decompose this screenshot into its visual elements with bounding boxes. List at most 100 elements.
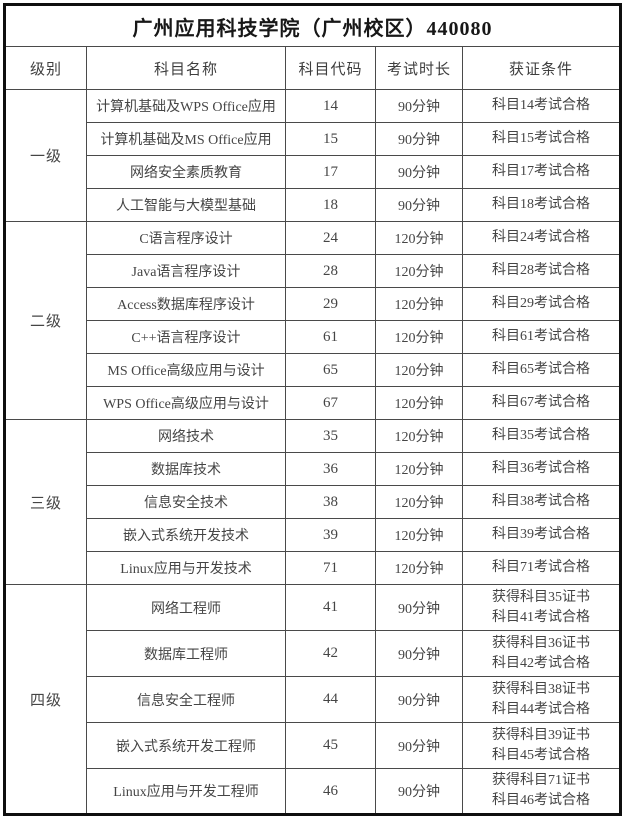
cert-cell: 科目14考试合格 [461, 89, 622, 123]
duration-cell: 90分钟 [375, 768, 463, 815]
duration-cell: 120分钟 [375, 287, 463, 321]
cert-cell: 获得科目39证书 科目45考试合格 [461, 722, 622, 769]
subject-name-cell: 嵌入式系统开发工程师 [86, 722, 286, 769]
cert-cell: 获得科目36证书 科目42考试合格 [461, 630, 622, 677]
table-row: 计算机基础及MS Office应用 15 90分钟 科目15考试合格 [5, 122, 622, 156]
subject-name-cell: 信息安全工程师 [86, 676, 286, 723]
page-title: 广州应用科技学院（广州校区）440080 [3, 4, 622, 47]
subject-code-cell: 28 [285, 254, 376, 288]
cert-cell: 科目35考试合格 [461, 419, 622, 453]
level-cell-4: 四级 [4, 584, 87, 815]
subject-code-cell: 41 [285, 584, 376, 631]
exam-subjects-table: 广州应用科技学院（广州校区）440080 级别 科目名称 科目代码 考试时长 获… [3, 3, 623, 816]
subject-code-cell: 18 [285, 188, 376, 222]
cert-cell: 科目18考试合格 [461, 188, 622, 222]
table-row: Linux应用与开发工程师 46 90分钟 获得科目71证书 科目46考试合格 [5, 768, 622, 815]
subject-name-cell: C++语言程序设计 [86, 320, 286, 354]
col-header-level: 级别 [4, 46, 87, 90]
subject-code-cell: 65 [285, 353, 376, 387]
table-row: 信息安全技术 38 120分钟 科目38考试合格 [5, 485, 622, 519]
duration-cell: 120分钟 [375, 386, 463, 420]
table-row: 数据库工程师 42 90分钟 获得科目36证书 科目42考试合格 [5, 630, 622, 677]
col-header-cert-condition: 获证条件 [461, 46, 622, 90]
table-row: 人工智能与大模型基础 18 90分钟 科目18考试合格 [5, 188, 622, 222]
subject-name-cell: 数据库工程师 [86, 630, 286, 677]
subject-code-cell: 61 [285, 320, 376, 354]
subject-code-cell: 38 [285, 485, 376, 519]
duration-cell: 90分钟 [375, 630, 463, 677]
subject-name-cell: C语言程序设计 [86, 221, 286, 255]
subject-name-cell: 嵌入式系统开发技术 [86, 518, 286, 552]
cert-cell: 科目67考试合格 [461, 386, 622, 420]
subject-code-cell: 67 [285, 386, 376, 420]
table-row: 信息安全工程师 44 90分钟 获得科目38证书 科目44考试合格 [5, 676, 622, 723]
subject-code-cell: 36 [285, 452, 376, 486]
cert-cell: 科目28考试合格 [461, 254, 622, 288]
cert-cell: 科目15考试合格 [461, 122, 622, 156]
subject-name-cell: 网络技术 [86, 419, 286, 453]
table-row: Linux应用与开发技术 71 120分钟 科目71考试合格 [5, 551, 622, 585]
level-cell-3: 三级 [4, 419, 87, 585]
cert-cell: 科目71考试合格 [461, 551, 622, 585]
cert-cell: 科目24考试合格 [461, 221, 622, 255]
subject-name-cell: 人工智能与大模型基础 [86, 188, 286, 222]
subject-code-cell: 46 [285, 768, 376, 815]
cert-cell: 获得科目71证书 科目46考试合格 [461, 768, 622, 815]
table-row: 二级 C语言程序设计 24 120分钟 科目24考试合格 [4, 221, 622, 420]
duration-cell: 120分钟 [375, 452, 463, 486]
subject-code-cell: 39 [285, 518, 376, 552]
table-row: 四级 网络工程师 41 90分钟 获得科目35证书 科目41考试合格 [4, 584, 622, 815]
duration-cell: 120分钟 [375, 419, 463, 453]
table-row: 数据库技术 36 120分钟 科目36考试合格 [5, 452, 622, 486]
subject-code-cell: 17 [285, 155, 376, 189]
subject-name-cell: Linux应用与开发工程师 [86, 768, 286, 815]
subject-name-cell: WPS Office高级应用与设计 [86, 386, 286, 420]
cert-cell: 科目38考试合格 [461, 485, 622, 519]
subject-name-cell: Linux应用与开发技术 [86, 551, 286, 585]
subject-name-cell: 计算机基础及MS Office应用 [86, 122, 286, 156]
duration-cell: 90分钟 [375, 89, 463, 123]
duration-cell: 120分钟 [375, 254, 463, 288]
duration-cell: 120分钟 [375, 320, 463, 354]
table-row: MS Office高级应用与设计 65 120分钟 科目65考试合格 [5, 353, 622, 387]
subject-name-cell: MS Office高级应用与设计 [86, 353, 286, 387]
table-row: 三级 网络技术 35 120分钟 科目35考试合格 [4, 419, 622, 585]
cert-cell: 获得科目35证书 科目41考试合格 [461, 584, 622, 631]
subject-name-cell: 网络工程师 [86, 584, 286, 631]
cert-cell: 获得科目38证书 科目44考试合格 [461, 676, 622, 723]
subject-code-cell: 35 [285, 419, 376, 453]
subject-name-cell: Java语言程序设计 [86, 254, 286, 288]
subject-name-cell: 信息安全技术 [86, 485, 286, 519]
subject-code-cell: 29 [285, 287, 376, 321]
subject-code-cell: 42 [285, 630, 376, 677]
table-row: 嵌入式系统开发工程师 45 90分钟 获得科目39证书 科目45考试合格 [5, 722, 622, 769]
cert-cell: 科目61考试合格 [461, 320, 622, 354]
subject-name-cell: 数据库技术 [86, 452, 286, 486]
table-row: 一级 计算机基础及WPS Office应用 14 90分钟 科目14考试合格 [4, 89, 622, 222]
table-row: WPS Office高级应用与设计 67 120分钟 科目67考试合格 [5, 386, 622, 420]
duration-cell: 120分钟 [375, 518, 463, 552]
subject-name-cell: Access数据库程序设计 [86, 287, 286, 321]
title-row: 广州应用科技学院（广州校区）440080 [3, 4, 622, 47]
subject-code-cell: 44 [285, 676, 376, 723]
table-row: 网络安全素质教育 17 90分钟 科目17考试合格 [5, 155, 622, 189]
duration-cell: 90分钟 [375, 584, 463, 631]
cert-cell: 科目39考试合格 [461, 518, 622, 552]
table-row: 嵌入式系统开发技术 39 120分钟 科目39考试合格 [5, 518, 622, 552]
table-row: Access数据库程序设计 29 120分钟 科目29考试合格 [5, 287, 622, 321]
duration-cell: 90分钟 [375, 155, 463, 189]
duration-cell: 120分钟 [375, 485, 463, 519]
duration-cell: 90分钟 [375, 722, 463, 769]
header-row: 级别 科目名称 科目代码 考试时长 获证条件 [4, 46, 622, 90]
subject-code-cell: 71 [285, 551, 376, 585]
table-row: Java语言程序设计 28 120分钟 科目28考试合格 [5, 254, 622, 288]
duration-cell: 90分钟 [375, 188, 463, 222]
subject-code-cell: 15 [285, 122, 376, 156]
cert-cell: 科目17考试合格 [461, 155, 622, 189]
col-header-duration: 考试时长 [375, 46, 463, 90]
duration-cell: 120分钟 [375, 221, 463, 255]
subject-name-cell: 计算机基础及WPS Office应用 [86, 89, 286, 123]
table-row: C++语言程序设计 61 120分钟 科目61考试合格 [5, 320, 622, 354]
level-cell-1: 一级 [4, 89, 87, 222]
